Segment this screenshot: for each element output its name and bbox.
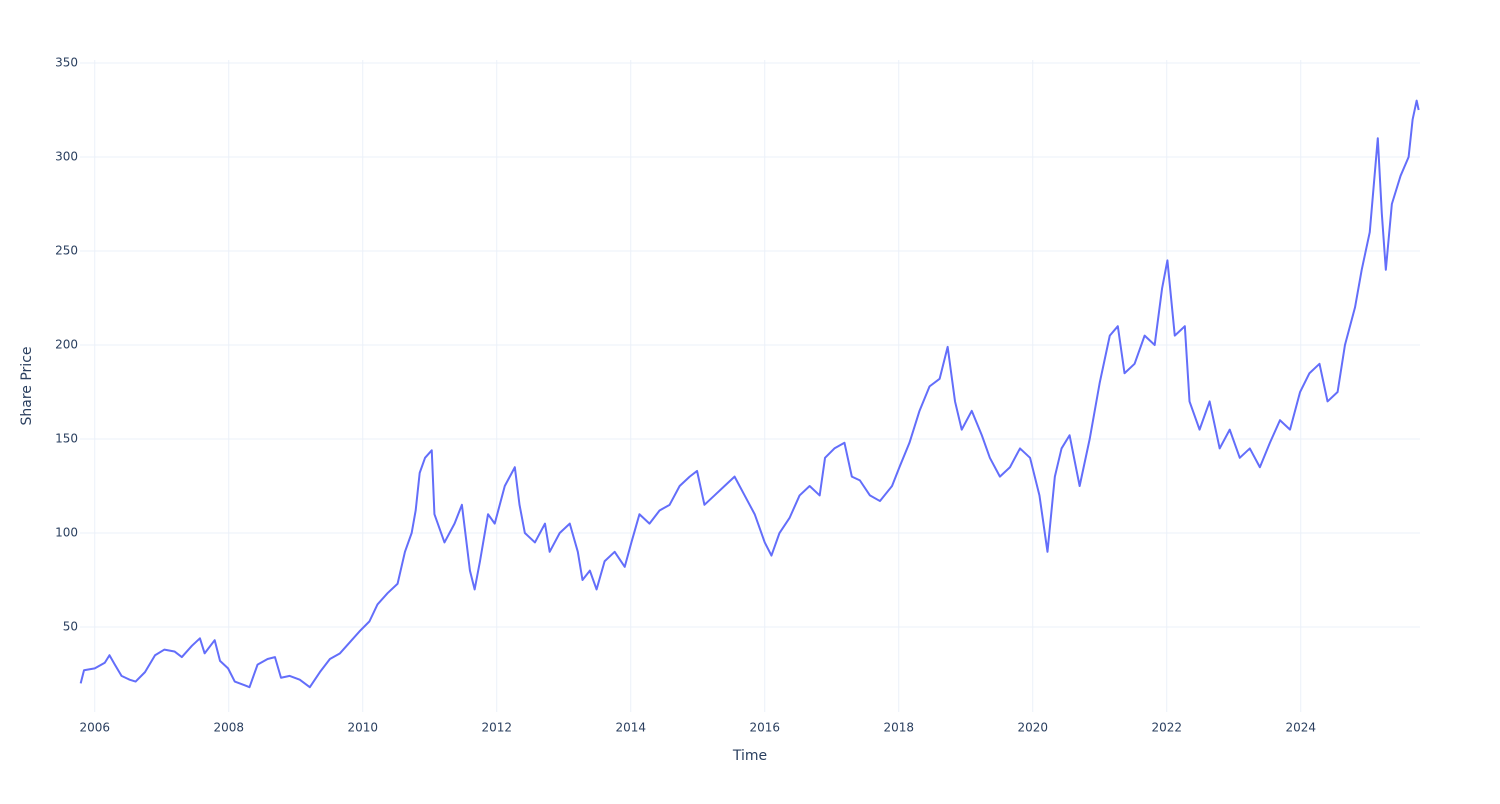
y-tick-label: 100	[55, 526, 78, 540]
x-tick-label: 2020	[1017, 721, 1048, 735]
x-axis-title: Time	[732, 748, 767, 764]
x-tick-label: 2006	[79, 721, 110, 735]
grid	[80, 60, 1420, 712]
y-tick-label: 50	[63, 620, 78, 634]
y-tick-label: 200	[55, 338, 78, 352]
x-tick-label: 2008	[213, 721, 244, 735]
x-tick-label: 2018	[883, 721, 914, 735]
x-tick-label: 2024	[1285, 721, 1316, 735]
line-series	[79, 99, 1420, 689]
x-tick-label: 2010	[347, 721, 378, 735]
y-tick-label: 250	[55, 244, 78, 258]
y-tick-label: 350	[55, 56, 78, 70]
y-tick-label: 300	[55, 150, 78, 164]
x-tick-label: 2022	[1151, 721, 1182, 735]
y-tick-label: 150	[55, 432, 78, 446]
x-tick-label: 2012	[481, 721, 512, 735]
x-tick-label: 2016	[749, 721, 780, 735]
x-tick-label: 2014	[615, 721, 646, 735]
y-axis-title: Share Price	[19, 346, 35, 425]
